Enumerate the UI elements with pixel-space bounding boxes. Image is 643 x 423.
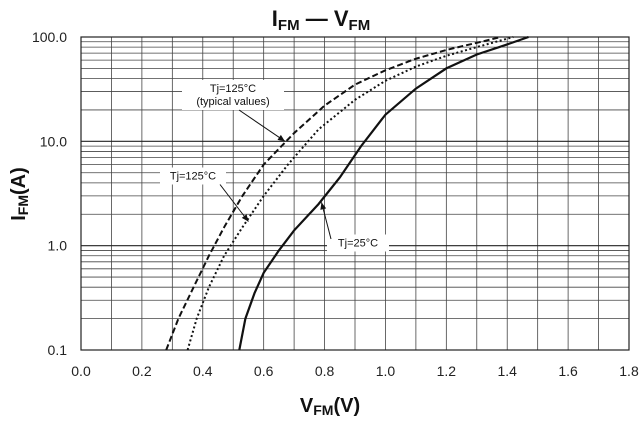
x-tick-label: 1.6 [558, 363, 578, 379]
chart-title: IFM — VFM [272, 6, 370, 34]
y-tick-label: 0.1 [48, 342, 68, 358]
y-tick-label: 100.0 [32, 29, 67, 45]
y-tick-label: 1.0 [48, 238, 68, 254]
annotation: Tj=125°C(typical values) [182, 80, 286, 142]
series-line-solid [238, 35, 529, 351]
x-tick-label: 0.2 [132, 363, 152, 379]
annotation-arrowhead [320, 202, 327, 210]
series-layer [165, 35, 529, 351]
x-tick-label: 0.6 [254, 363, 274, 379]
x-tick-label: 1.8 [619, 363, 639, 379]
annotation-background [160, 167, 226, 185]
x-tick-label: 1.4 [497, 363, 517, 379]
series-line-dashed [165, 36, 502, 351]
annotation-background [182, 80, 284, 110]
annotation: Tj=25°C [320, 202, 389, 252]
annotation-text: Tj=25°C [338, 238, 378, 250]
annotation-arrow [219, 184, 249, 222]
annotation-arrow [238, 109, 286, 142]
x-tick-label: 0.4 [193, 363, 213, 379]
y-axis-label: IFM(A) [8, 167, 31, 221]
tick-labels: 0.0 0.2 0.4 0.6 0.8 1.0 1.2 1.4 1.6 1.8 0.1 1.0 10.0… [32, 29, 639, 379]
annotation-text: (typical values) [196, 96, 269, 108]
annotation-text: Tj=125°C [170, 171, 216, 183]
x-tick-label: 1.2 [437, 363, 457, 379]
annotation: Tj=125°C [160, 167, 249, 222]
x-axis-label: VFM(V) [300, 395, 360, 418]
annotation-background [327, 234, 389, 252]
x-tick-label: 0.0 [71, 363, 91, 379]
annotations: Tj=125°C(typical values)Tj=125°CTj=25°C [160, 80, 389, 252]
grid [81, 37, 629, 350]
series-line-dotted [186, 36, 514, 351]
annotation-arrowhead [241, 214, 249, 222]
annotation-arrowhead [277, 134, 285, 142]
y-tick-label: 10.0 [40, 133, 67, 149]
annotation-text: Tj=125°C [210, 83, 256, 95]
x-tick-label: 1.0 [376, 363, 396, 379]
plot-frame [80, 36, 630, 351]
x-tick-label: 0.8 [315, 363, 335, 379]
